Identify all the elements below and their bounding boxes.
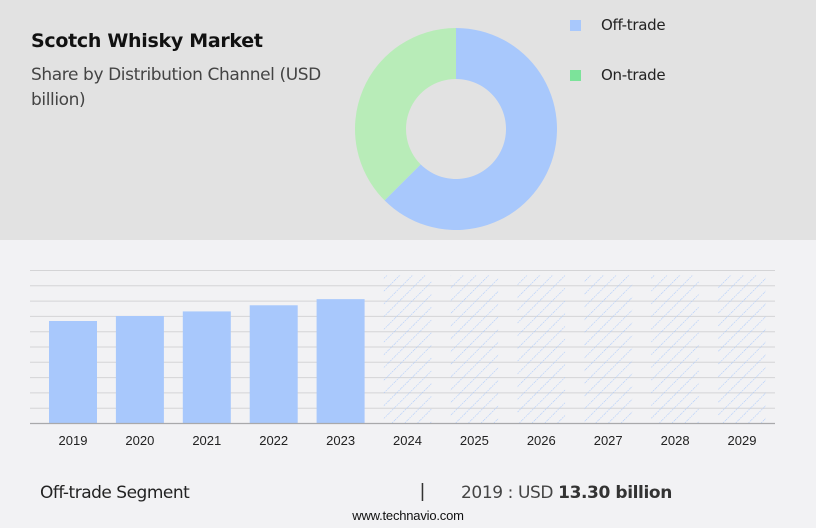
x-axis-label-2019: 2019 — [58, 433, 88, 448]
donut-slice-on-trade — [355, 28, 456, 201]
legend-label-on-trade: On-trade — [601, 66, 666, 84]
x-axis-label-2021: 2021 — [192, 433, 222, 448]
footer-separator: | — [420, 481, 425, 502]
legend-item-off-trade: Off-trade — [570, 16, 666, 34]
x-axis-label-2023: 2023 — [326, 433, 356, 448]
donut-chart — [355, 28, 557, 230]
website-link[interactable]: www.technavio.com — [352, 508, 464, 523]
bar-2019 — [49, 321, 97, 423]
bar-2022 — [249, 305, 298, 423]
summary-panel: Scotch Whisky Market Share by Distributi… — [0, 0, 816, 240]
forecast-bar-2024 — [383, 275, 432, 423]
bar-chart — [30, 270, 775, 425]
forecast-bar-2027 — [584, 275, 633, 423]
chart-title: Scotch Whisky Market — [31, 30, 263, 52]
x-axis-label-2026: 2026 — [526, 433, 556, 448]
bar-2021 — [182, 311, 231, 423]
x-axis-label-2020: 2020 — [125, 433, 155, 448]
x-axis-label-2027: 2027 — [593, 433, 623, 448]
segment-label: Off-trade Segment — [40, 483, 190, 503]
chart-subtitle: Share by Distribution Channel (USD billi… — [31, 65, 321, 110]
bar-2020 — [115, 316, 164, 423]
forecast-bar-2029 — [718, 275, 766, 423]
x-axis-label-2028: 2028 — [660, 433, 690, 448]
forecast-bar-2025 — [450, 275, 499, 423]
segment-value: 2019 : USD 13.30 billion — [461, 483, 672, 503]
bars — [49, 275, 766, 423]
legend-label-off-trade: Off-trade — [601, 16, 666, 34]
x-axis-label-2025: 2025 — [459, 433, 489, 448]
x-axis-label-2022: 2022 — [259, 433, 289, 448]
forecast-bar-2028 — [651, 275, 700, 423]
segment-value-amount: 13.30 billion — [558, 483, 672, 503]
legend-swatch-on-trade — [570, 69, 581, 81]
bar-2023 — [316, 299, 365, 423]
x-axis-label-2024: 2024 — [393, 433, 422, 448]
segment-year-prefix: 2019 : USD — [461, 483, 559, 503]
x-axis-label-2029: 2029 — [727, 433, 757, 448]
forecast-bar-2026 — [517, 275, 566, 423]
donut-slice-off-trade — [384, 28, 557, 230]
legend-swatch-off-trade — [570, 19, 581, 31]
legend-item-on-trade: On-trade — [570, 66, 666, 84]
